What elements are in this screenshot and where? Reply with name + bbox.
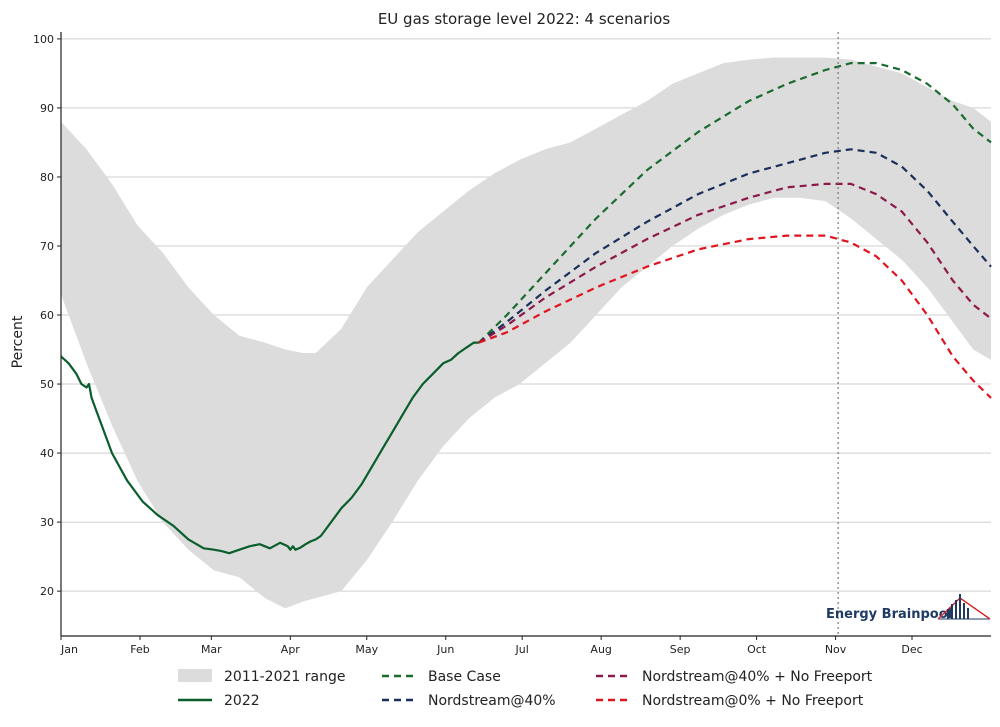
- y-ticks: 20 30 40 50 60 70 80 90 100: [33, 33, 61, 598]
- y-tick-label: 40: [40, 447, 54, 460]
- y-tick-label: 70: [40, 240, 54, 253]
- brand-logo: Energy Brainpool: [826, 594, 991, 622]
- legend-label-nordstream-0-no-freeport: Nordstream@0% + No Freeport: [642, 693, 864, 709]
- legend-label-2022: 2022: [224, 693, 260, 709]
- x-tick-label: Apr: [281, 643, 301, 656]
- y-tick-label: 100: [33, 33, 54, 46]
- y-tick-label: 30: [40, 516, 54, 529]
- x-tick-label: Dec: [901, 643, 922, 656]
- x-tick-label: Sep: [670, 643, 691, 656]
- y-tick-label: 80: [40, 171, 54, 184]
- x-tick-label: Nov: [825, 643, 847, 656]
- series-line-nordstream-40-no-freeport: [478, 182, 992, 344]
- chart-title: EU gas storage level 2022: 4 scenarios: [378, 10, 671, 28]
- series-line-nordstream-0-no-freeport: [478, 234, 992, 399]
- range-band: [61, 57, 991, 609]
- x-tick-label: Jan: [60, 643, 78, 656]
- brand-text: Energy Brainpool: [826, 607, 952, 622]
- y-tick-label: 60: [40, 309, 54, 322]
- legend-swatch-2011-2021-range: [178, 669, 212, 682]
- legend-label-nordstream-40: Nordstream@40%: [428, 693, 556, 709]
- brand-mark-icon: [937, 594, 991, 620]
- y-axis-label: Percent: [10, 315, 26, 368]
- x-ticks: Jan Feb Mar Apr May Jun Jul Aug Sep Oct Nov Dec: [60, 636, 923, 656]
- series-lines: [60, 61, 992, 555]
- series-line-base-case: [478, 61, 992, 344]
- y-tick-label: 50: [40, 378, 54, 391]
- x-tick-label: Aug: [590, 643, 611, 656]
- x-tick-label: Jun: [436, 643, 454, 656]
- x-tick-label: Jul: [515, 643, 529, 656]
- legend-label-base-case: Base Case: [428, 669, 501, 685]
- x-tick-label: Mar: [201, 643, 222, 656]
- x-tick-label: Feb: [130, 643, 149, 656]
- legend-label-2011-2021-range: 2011-2021 range: [224, 669, 345, 685]
- y-tick-label: 90: [40, 102, 54, 115]
- x-tick-label: May: [355, 643, 378, 656]
- x-tick-label: Oct: [747, 643, 767, 656]
- series-line-2022: [60, 341, 479, 555]
- y-tick-label: 20: [40, 585, 54, 598]
- legend: 2011-2021 range 2022 Base Case Nordstream@4…: [178, 669, 873, 709]
- legend-label-nordstream-40-no-freeport: Nordstream@40% + No Freeport: [642, 669, 873, 685]
